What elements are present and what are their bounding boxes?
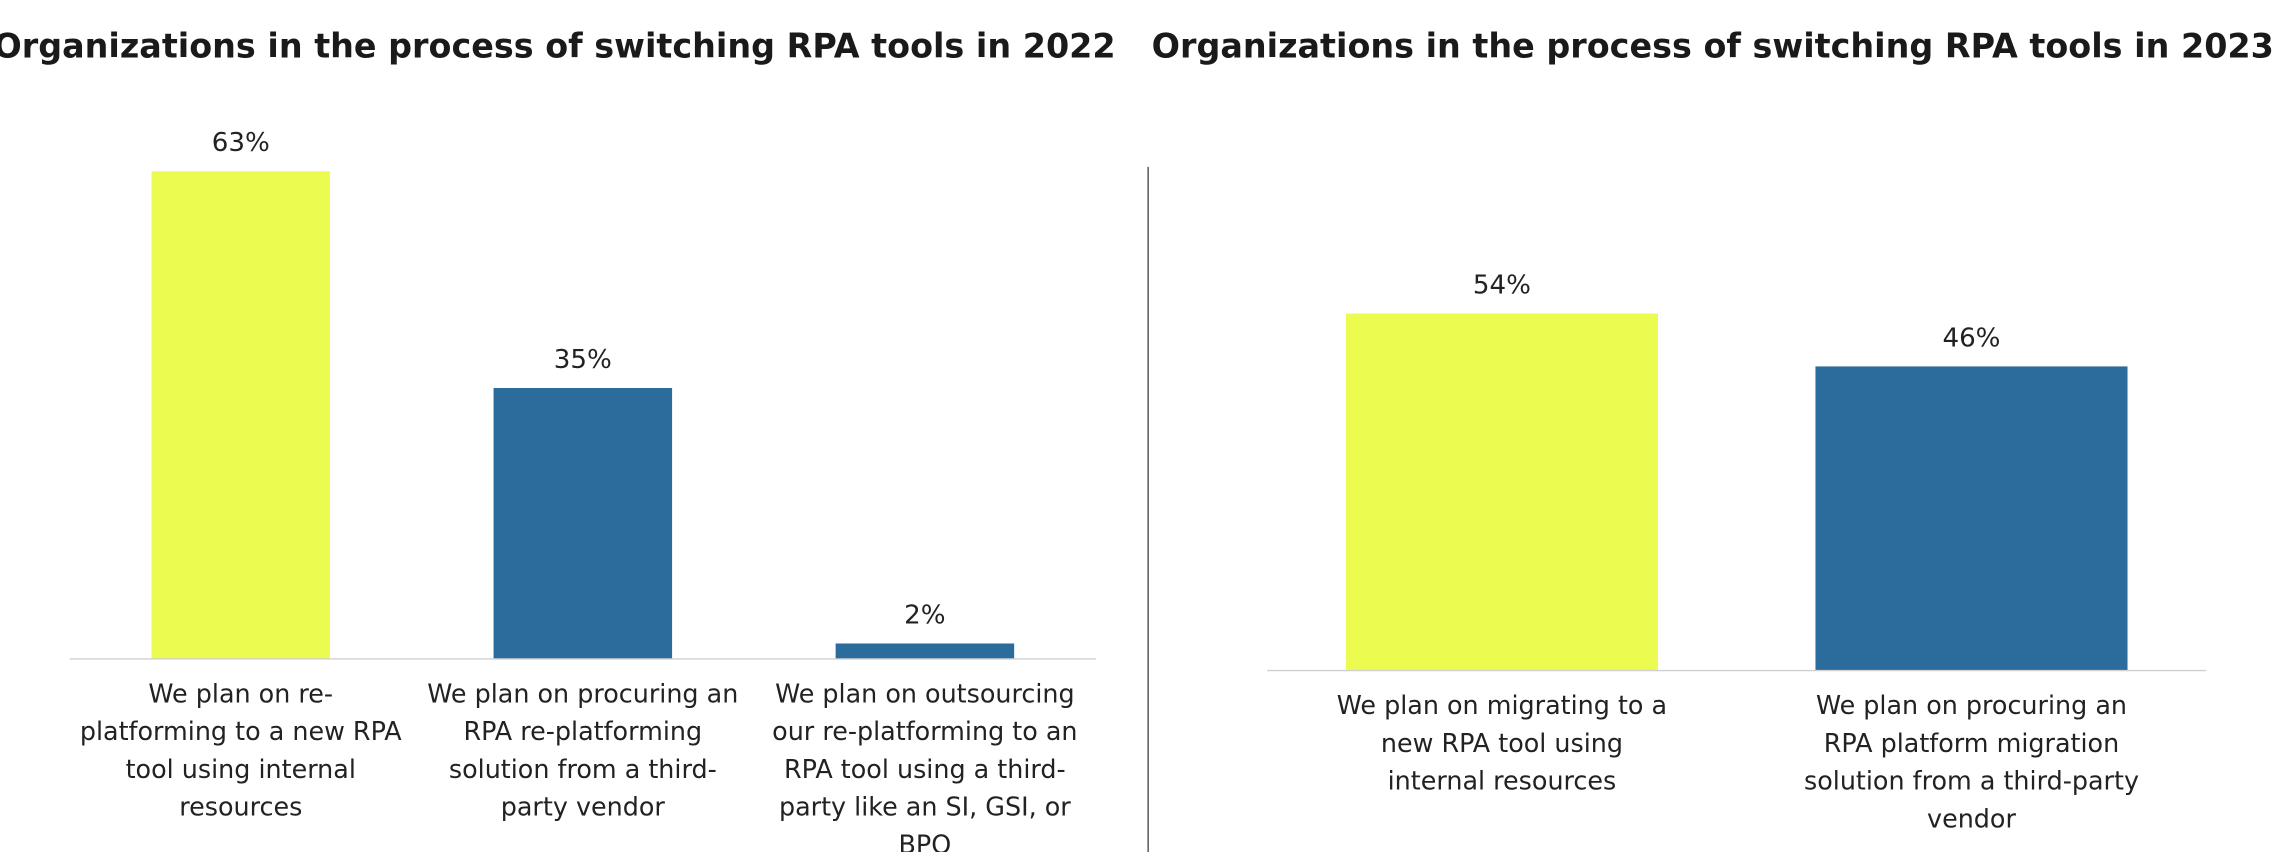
value-label: 54% [1473, 270, 1531, 300]
value-label: 2% [904, 600, 945, 630]
bar [1345, 313, 1658, 671]
bar [151, 171, 331, 659]
bar [835, 643, 1015, 659]
category-label: We plan on migrating to a new RPA tool u… [1336, 692, 1668, 797]
bar [493, 388, 673, 659]
category-label: We plan on procuring an RPA re-platformi… [427, 680, 739, 823]
category-label: We plan on re-platforming to a new RPA t… [79, 680, 402, 823]
bar [1815, 366, 2128, 671]
category-label-box: We plan on procuring an RPA platform mig… [1803, 692, 2140, 835]
chart-title: Organizations in the process of switchin… [0, 26, 1116, 65]
category-label-box: We plan on outsourcing our re-platformin… [772, 680, 1078, 852]
value-label: 63% [212, 128, 270, 158]
category-label: We plan on outsourcing our re-platformin… [772, 680, 1078, 852]
category-label-box: We plan on migrating to a new RPA tool u… [1336, 692, 1668, 797]
category-label-box: We plan on procuring an RPA re-platformi… [427, 680, 739, 823]
value-label: 35% [554, 345, 612, 375]
value-label: 46% [1942, 323, 2000, 353]
chart-title: Organizations in the process of switchin… [1152, 26, 2274, 65]
category-label-box: We plan on re-platforming to a new RPA t… [79, 680, 402, 823]
category-label: We plan on procuring an RPA platform mig… [1803, 692, 2140, 835]
